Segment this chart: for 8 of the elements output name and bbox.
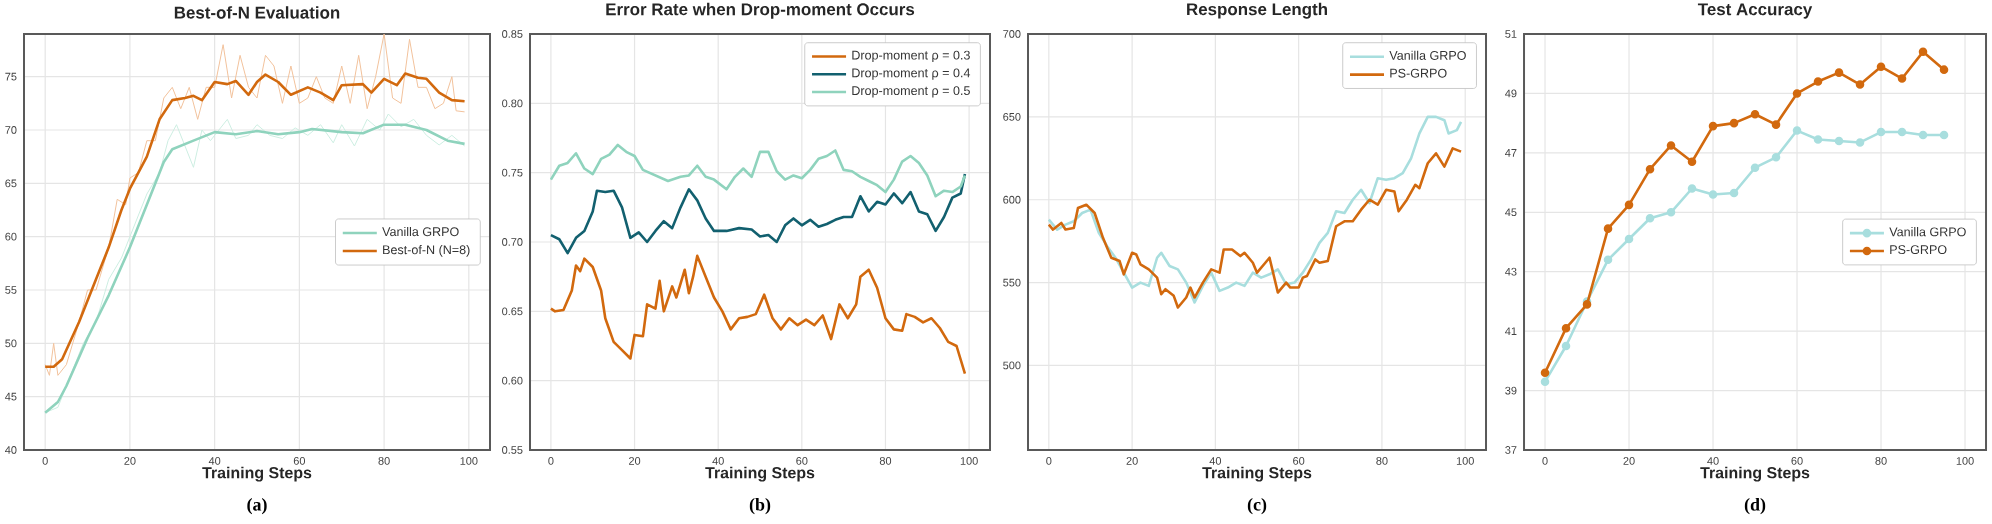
text: (a)	[247, 498, 267, 515]
text: (b)	[749, 498, 771, 515]
chart-title: Response Length	[1187, 2, 1327, 19]
chart-title: Best-of-N Evaluation	[174, 6, 340, 19]
text: (d)	[1744, 498, 1766, 515]
chart-title: Error Rate when Drop-moment Occurs	[606, 2, 915, 19]
chart-title: Test Accuracy	[1697, 3, 1813, 19]
text: (c)	[1247, 498, 1267, 515]
